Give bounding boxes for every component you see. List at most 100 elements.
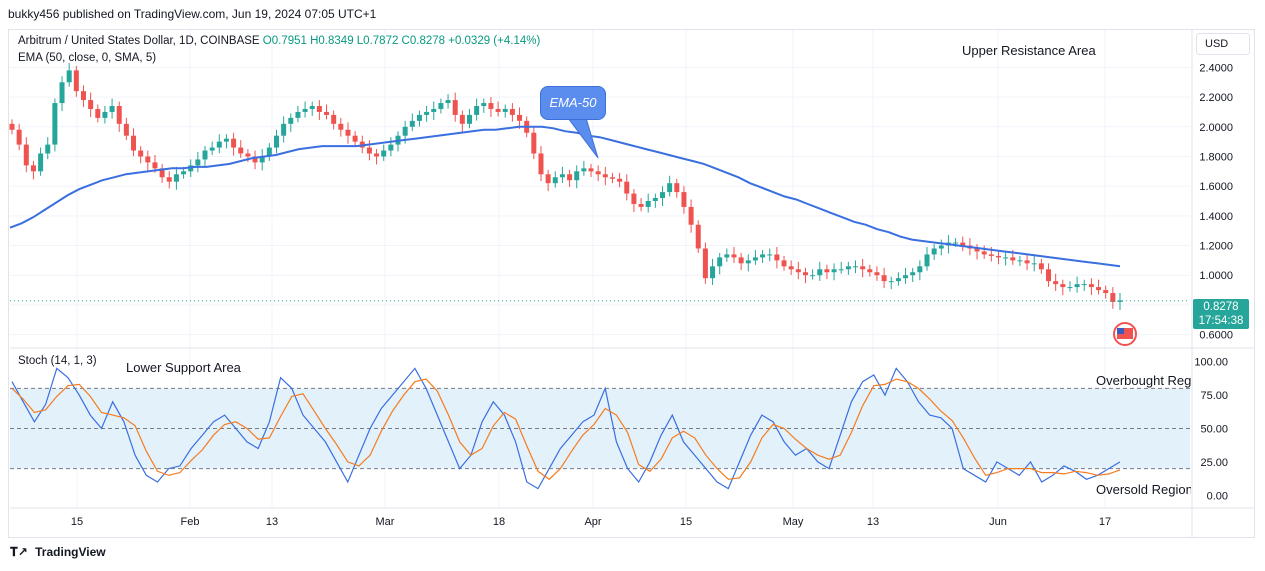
- candle: [609, 172, 615, 184]
- candle-body: [995, 255, 1001, 258]
- candle-body: [881, 275, 887, 282]
- candle-body: [388, 144, 394, 151]
- candle: [59, 76, 65, 112]
- candle: [502, 104, 508, 118]
- candle: [567, 169, 573, 188]
- candle-body: [767, 254, 773, 256]
- candle: [80, 85, 86, 107]
- candle-body: [481, 103, 487, 107]
- candle-body: [109, 106, 115, 112]
- candle: [574, 165, 580, 189]
- candle-body: [259, 156, 265, 163]
- candle: [631, 189, 637, 212]
- candle: [538, 146, 544, 182]
- candle: [1117, 293, 1123, 310]
- candle: [252, 150, 258, 170]
- candle: [452, 92, 458, 122]
- candle: [288, 113, 294, 132]
- candle-body: [760, 254, 766, 258]
- candle: [874, 266, 880, 281]
- candle: [1110, 287, 1116, 309]
- price-tick-label: 1.2000: [1199, 241, 1233, 253]
- candle: [102, 106, 108, 124]
- candle-body: [1110, 293, 1116, 302]
- candle-body: [731, 254, 737, 258]
- candle: [974, 244, 980, 260]
- candle-body: [888, 281, 894, 283]
- stoch-legend[interactable]: Stoch (14, 1, 3): [18, 355, 97, 367]
- price-tick-label: 2.4000: [1199, 62, 1233, 74]
- symbol-legend[interactable]: Arbitrum / United States Dollar, 1D, COI…: [18, 35, 540, 47]
- candle-body: [1017, 260, 1023, 262]
- price-tick-label: 1.6000: [1199, 181, 1233, 193]
- candle: [1067, 281, 1073, 292]
- candle-body: [316, 106, 322, 112]
- candle: [774, 247, 780, 269]
- candle: [853, 260, 859, 274]
- candle: [388, 137, 394, 157]
- candle: [266, 143, 272, 161]
- candle-body: [488, 103, 494, 109]
- stoch-d-line: [11, 378, 1121, 481]
- candle: [652, 193, 658, 208]
- ema-legend[interactable]: EMA (50, close, 0, SMA, 5): [18, 52, 157, 64]
- candle-body: [1010, 257, 1016, 261]
- flag-canton: [1117, 328, 1124, 334]
- candle: [903, 267, 909, 284]
- candle-body: [273, 135, 279, 148]
- candle-body: [416, 114, 422, 121]
- candle-body: [688, 206, 694, 225]
- candle: [45, 137, 51, 160]
- candle: [1024, 254, 1030, 271]
- candle: [781, 255, 787, 271]
- candle-body: [9, 123, 15, 130]
- candle: [559, 166, 565, 183]
- x-tick-label: Apr: [584, 516, 601, 528]
- ema-line: [9, 117, 1121, 268]
- ema-callout-bubble: EMA-50: [540, 86, 606, 120]
- candle: [338, 117, 344, 137]
- candle-body: [574, 171, 580, 181]
- candle-body: [366, 147, 372, 154]
- candle: [409, 113, 415, 132]
- candle-body: [674, 183, 680, 193]
- candle-body: [960, 242, 966, 246]
- candle-body: [588, 168, 594, 172]
- candle: [660, 186, 666, 207]
- candle: [888, 276, 894, 290]
- oversold-label: Oversold Region: [1096, 482, 1191, 497]
- candle: [795, 261, 801, 280]
- candle-body: [409, 120, 415, 127]
- candle-body: [231, 138, 237, 148]
- candle-body: [581, 168, 587, 172]
- candle-body: [874, 272, 880, 276]
- candle: [324, 104, 330, 120]
- candle: [1103, 285, 1109, 299]
- x-tick-label: 13: [867, 516, 879, 528]
- candle: [316, 100, 322, 120]
- candle-body: [238, 147, 244, 154]
- candle: [138, 146, 144, 164]
- candle-body: [252, 156, 258, 163]
- candle-body: [624, 181, 630, 194]
- candle: [1003, 251, 1009, 266]
- candle: [645, 193, 651, 213]
- currency-selector[interactable]: USD: [1196, 33, 1250, 55]
- brand-name: TradingView: [35, 545, 106, 559]
- candle-body: [660, 192, 666, 199]
- stoch-k-line: [11, 367, 1121, 490]
- candle: [517, 107, 523, 129]
- candle-body: [595, 171, 601, 175]
- candle-body: [710, 266, 716, 279]
- candle-body: [931, 248, 937, 255]
- candle: [817, 261, 823, 281]
- tradingview-brand[interactable]: 𝐓↗ TradingView: [10, 545, 106, 560]
- candle-body: [617, 178, 623, 182]
- candle: [145, 150, 151, 171]
- candle-body: [1038, 263, 1044, 270]
- candle-body: [853, 266, 859, 268]
- candle: [52, 98, 58, 152]
- candle: [581, 160, 587, 176]
- candle: [688, 199, 694, 233]
